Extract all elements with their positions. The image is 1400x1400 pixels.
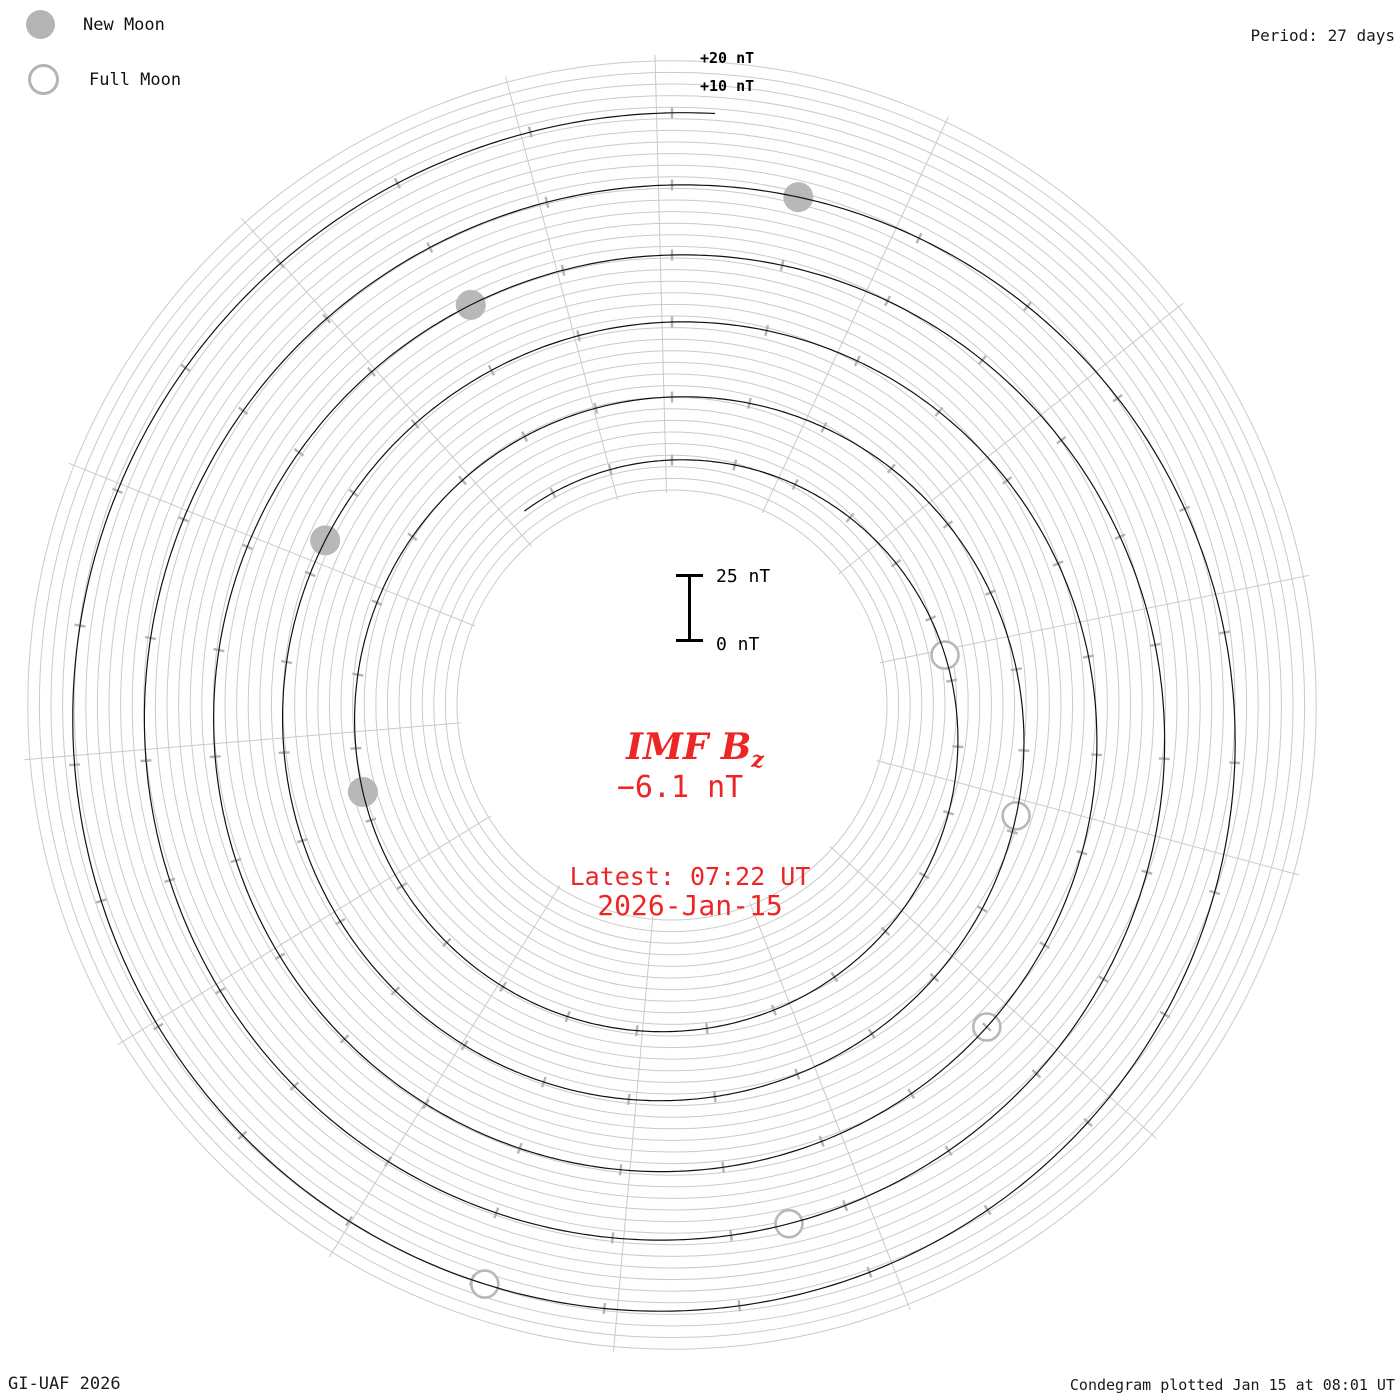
scale-bar-top-label: 25 nT xyxy=(716,566,771,587)
radial-gridline xyxy=(829,846,1157,1139)
radial-gridline xyxy=(876,760,1300,876)
legend-new-moon-label: New Moon xyxy=(83,14,165,35)
legend-full-moon-label: Full Moon xyxy=(89,69,182,90)
grid-circle xyxy=(236,269,1108,1141)
grid-circle xyxy=(410,443,934,967)
grid-circle xyxy=(386,419,958,991)
radial-gridline xyxy=(24,722,461,761)
radial-gridline xyxy=(505,76,619,501)
grid-circle xyxy=(154,187,1190,1223)
radial-gridline xyxy=(749,902,911,1310)
ring-baselines xyxy=(72,112,1236,1312)
grid-circle xyxy=(120,153,1224,1257)
grid-circle xyxy=(456,489,888,921)
grid-circle xyxy=(96,129,1248,1281)
scale-bar-line xyxy=(688,574,691,642)
radial-gridline xyxy=(328,884,561,1258)
grid-circle xyxy=(178,211,1166,1199)
grid-circle xyxy=(305,338,1039,1072)
grid-circle xyxy=(444,477,900,933)
nt-scale-bar xyxy=(676,574,703,642)
grid-circle xyxy=(433,466,911,944)
grid-circle xyxy=(270,303,1074,1107)
grid-circle xyxy=(189,222,1155,1188)
polar-grid-circles xyxy=(27,60,1317,1350)
grid-circle xyxy=(201,234,1143,1176)
grid-circle xyxy=(85,118,1259,1292)
grid-circle xyxy=(62,95,1282,1315)
polar-grid-radials xyxy=(24,55,1310,1353)
plotted-timestamp: Condegram plotted Jan 15 at 08:01 UT xyxy=(1069,1376,1395,1394)
grid-circle xyxy=(340,373,1004,1037)
latest-date: 2026-Jan-15 xyxy=(597,889,783,922)
grid-circle xyxy=(166,199,1178,1211)
latest-bz-value: −6.1 nT xyxy=(616,770,744,805)
grid-circle xyxy=(131,164,1213,1246)
grid-circle xyxy=(375,408,969,1002)
grid-circle xyxy=(259,292,1085,1118)
grid-circle xyxy=(282,315,1062,1095)
plot-title-imf-bz: IMF Bz xyxy=(626,726,764,774)
grid-circle xyxy=(352,385,992,1025)
grid-circle xyxy=(398,431,946,979)
gridline-label-plus20: +20 nT xyxy=(700,49,755,67)
grid-circle xyxy=(108,141,1236,1269)
credit-gi-uaf: GI-UAF 2026 xyxy=(8,1374,121,1394)
legend-new-moon: New Moon xyxy=(26,10,165,39)
grid-circle xyxy=(27,60,1317,1350)
grid-circle xyxy=(328,361,1016,1049)
grid-circle xyxy=(294,327,1050,1083)
radial-gridline xyxy=(612,916,654,1353)
period-label: Period: 27 days xyxy=(1250,26,1396,45)
full-moon-icon xyxy=(28,64,59,95)
scale-bar-bottom-label: 0 nT xyxy=(716,634,760,655)
radial-gridline xyxy=(240,217,532,547)
radial-gridline xyxy=(117,815,492,1046)
day-tick-path xyxy=(69,107,1241,1315)
baseline-spiral xyxy=(72,112,1236,1312)
scale-bar-top-cap xyxy=(676,574,703,577)
grid-circle xyxy=(143,176,1201,1234)
radial-gridline xyxy=(838,302,1184,575)
radial-gridline xyxy=(68,462,476,627)
grid-circle xyxy=(317,350,1027,1060)
grid-circle xyxy=(38,71,1306,1339)
grid-circle xyxy=(50,83,1294,1327)
latest-time: Latest: 07:22 UT xyxy=(569,862,811,891)
radial-gridline xyxy=(654,55,667,494)
baseline-day-ticks xyxy=(69,107,1241,1315)
gridline-label-plus10: +10 nT xyxy=(700,77,755,95)
legend-full-moon: Full Moon xyxy=(26,64,181,95)
new-moon-icon xyxy=(26,10,55,39)
radial-gridline xyxy=(761,116,949,514)
grid-circle xyxy=(73,106,1271,1304)
scale-bar-bottom-cap xyxy=(676,639,703,642)
